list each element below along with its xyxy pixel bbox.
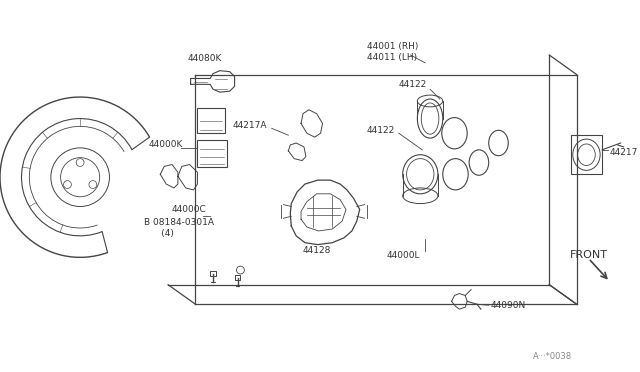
Text: A···*0038: A···*0038 xyxy=(532,352,572,360)
Bar xyxy=(210,271,216,276)
Bar xyxy=(235,275,241,280)
Text: 44000L: 44000L xyxy=(387,251,420,260)
Text: 44090N: 44090N xyxy=(491,301,526,310)
Bar xyxy=(197,140,227,167)
Text: 44001 (RH)
44011 (LH): 44001 (RH) 44011 (LH) xyxy=(367,42,418,62)
Text: 44122: 44122 xyxy=(367,126,395,135)
Bar xyxy=(197,108,225,133)
Text: 44217: 44217 xyxy=(610,148,638,157)
Text: FRONT: FRONT xyxy=(570,250,608,260)
Text: 44128: 44128 xyxy=(303,246,332,255)
Bar xyxy=(571,135,602,174)
Text: 44000C: 44000C xyxy=(172,205,207,214)
Text: B 08184-0301A
      (4): B 08184-0301A (4) xyxy=(143,218,214,238)
Text: 44217A: 44217A xyxy=(232,121,267,130)
Text: 44080K: 44080K xyxy=(188,54,222,64)
Text: 44000K: 44000K xyxy=(148,141,183,150)
Text: 44122: 44122 xyxy=(399,80,427,89)
